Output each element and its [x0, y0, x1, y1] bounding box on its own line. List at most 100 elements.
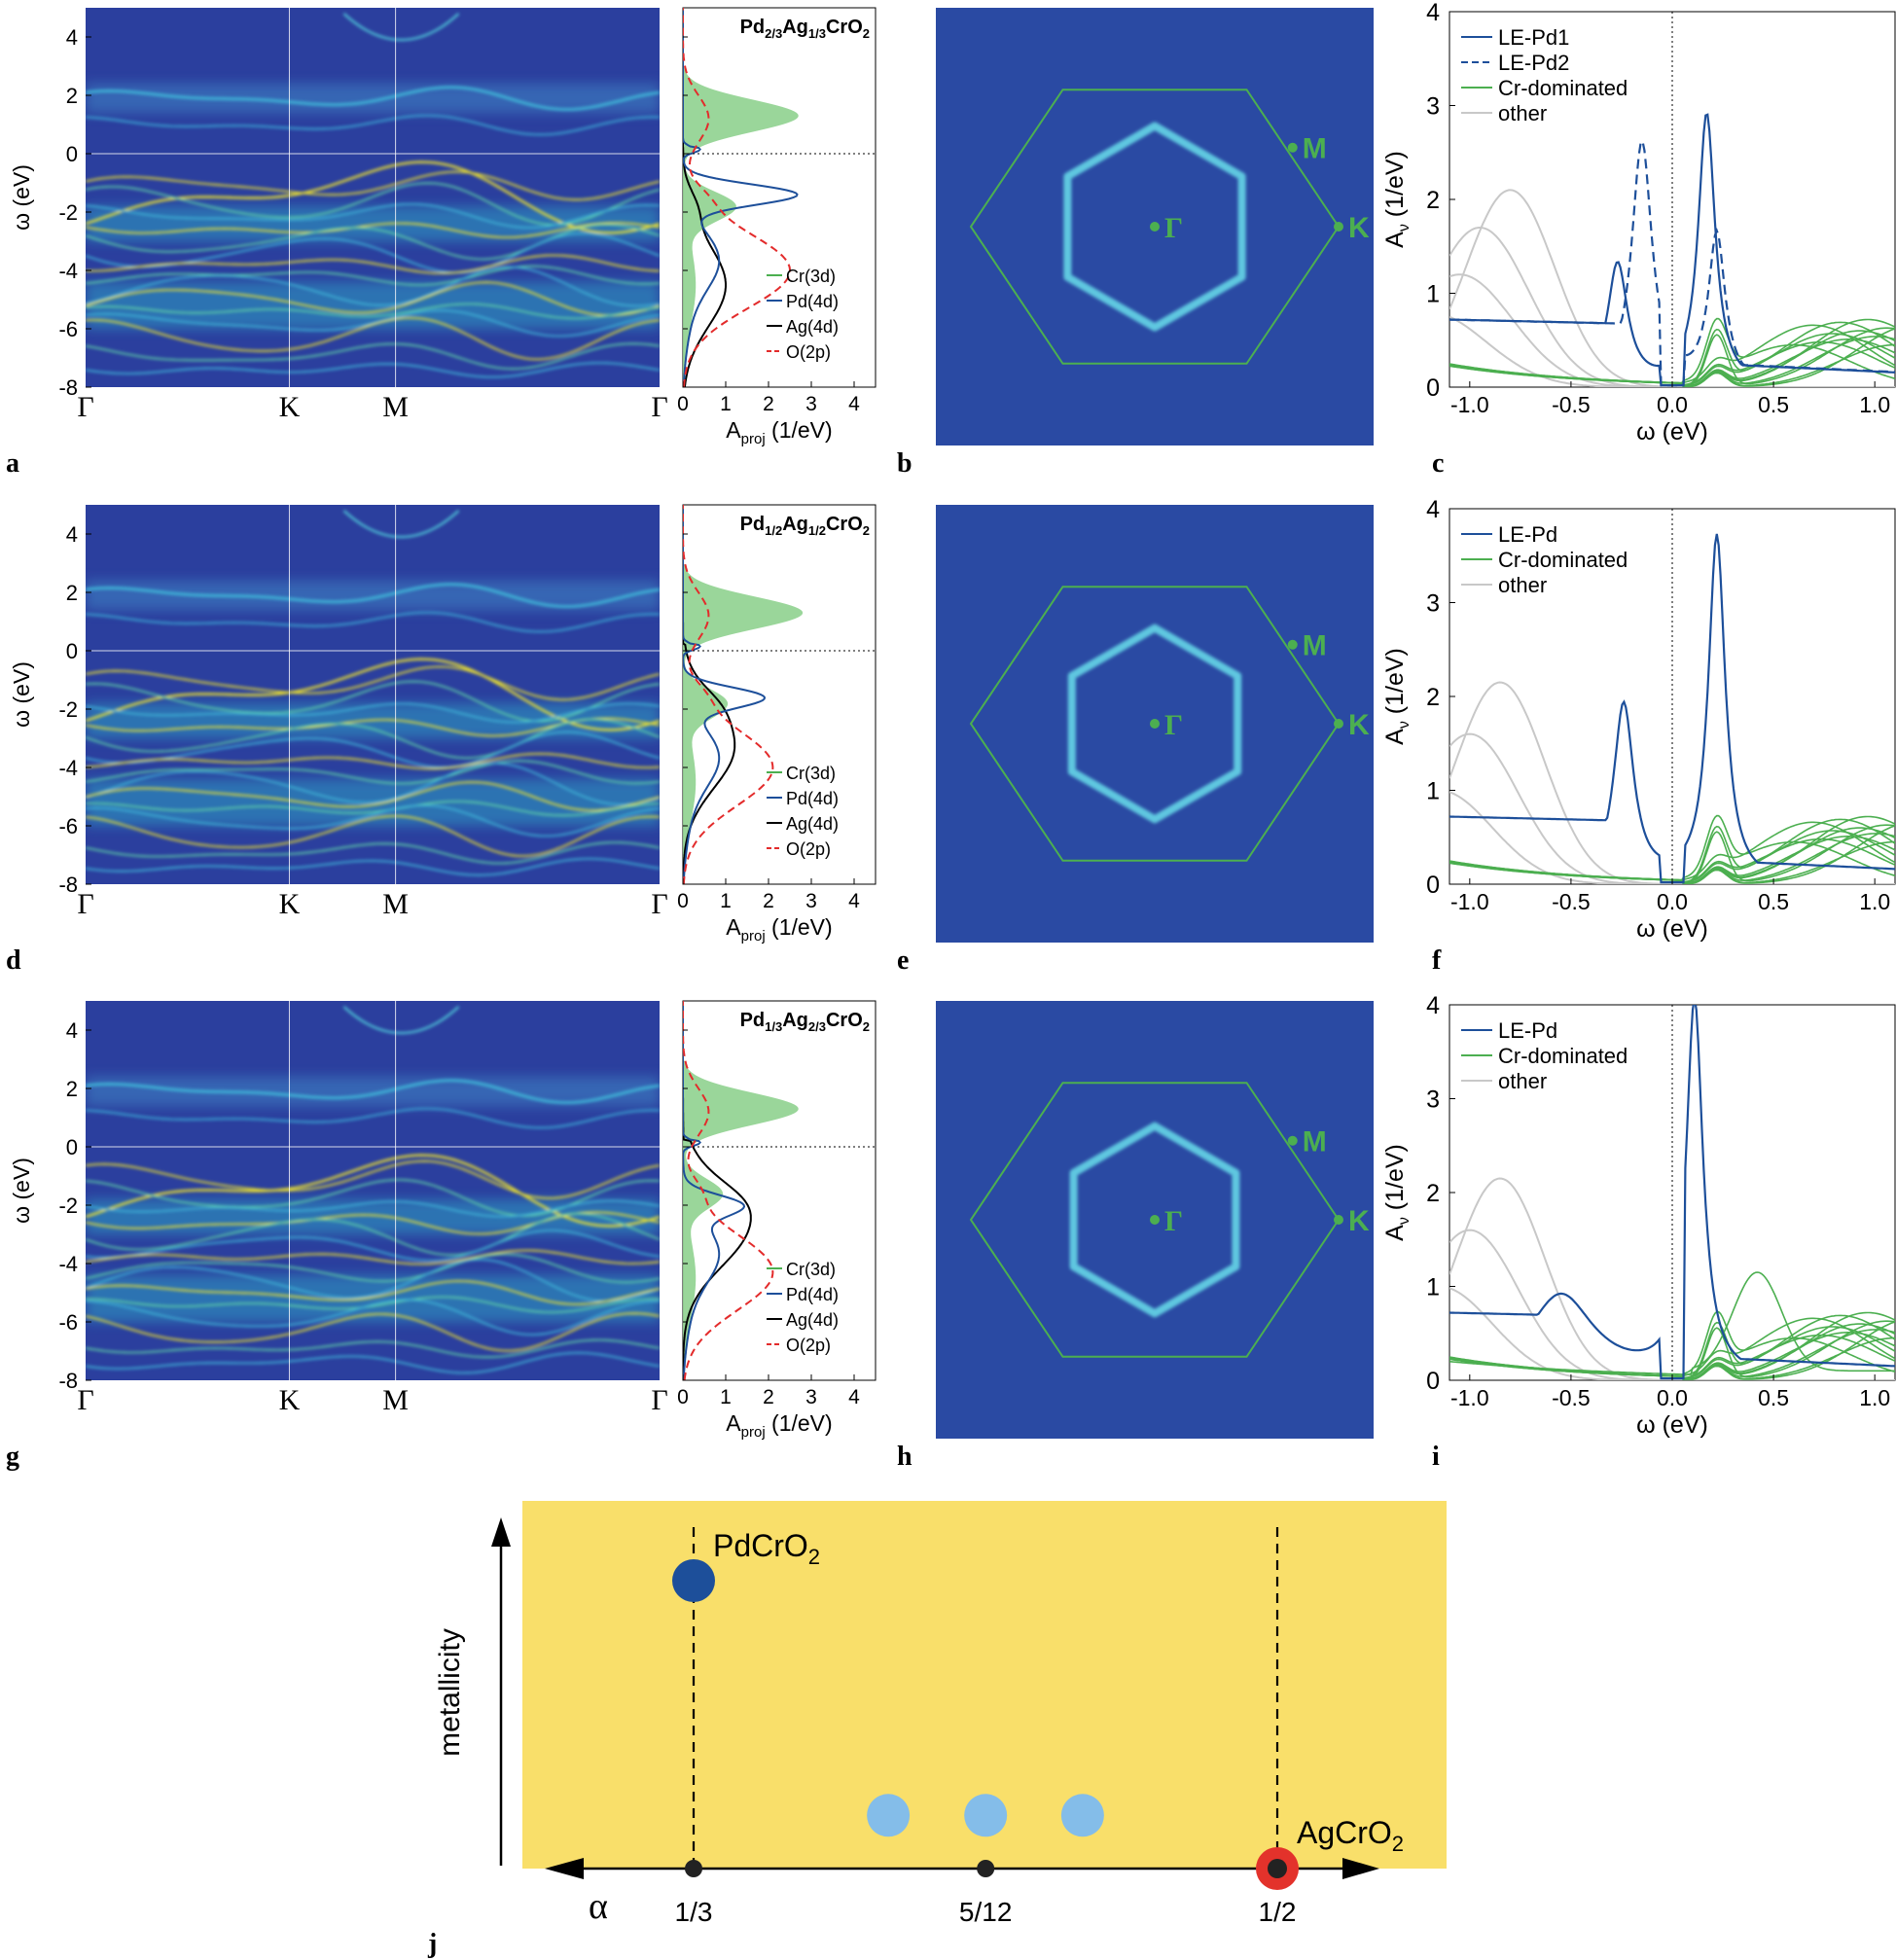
fermi-contour	[1069, 1122, 1240, 1318]
y-tick-label: 4	[1426, 0, 1440, 26]
point-PdCrO2	[672, 1559, 715, 1602]
y-tick-label: 3	[1426, 590, 1440, 618]
dos-curves	[683, 8, 799, 387]
band-line	[86, 1211, 660, 1235]
band-line	[86, 1253, 660, 1284]
title-part: Ag	[782, 514, 808, 535]
y-tick-label: -2	[58, 697, 78, 722]
band-line	[86, 804, 660, 837]
title-sub: 2	[863, 26, 870, 41]
ylabel-main: A	[1381, 232, 1409, 248]
x-axis-label: ω (eV)	[1636, 915, 1708, 943]
dos-title: Pd1/3Ag2/3CrO2	[740, 1010, 870, 1034]
title-part: Pd	[740, 17, 766, 38]
legend-label: Pd(4d)	[786, 1285, 839, 1304]
band-line	[86, 182, 660, 227]
band-line	[86, 222, 660, 238]
x-axis-label: Aproj (1/eV)	[726, 417, 832, 447]
xlabel-sub: proj	[741, 431, 766, 447]
y-axis-label: Aν (1/eV)	[1381, 648, 1413, 745]
title-part: CrO	[826, 17, 863, 38]
title-part: Pd	[740, 1010, 766, 1031]
x-axis-arrowhead-left	[545, 1858, 584, 1879]
band-line	[86, 303, 660, 320]
alpha-tick-label: 1/3	[675, 1897, 713, 1927]
x-tick-label: 3	[805, 890, 817, 912]
other-curve	[1449, 791, 1895, 884]
y-tick-label: 1	[1426, 778, 1440, 805]
title-sub: 2/3	[808, 1019, 826, 1034]
x-tick-label: 3	[805, 393, 817, 415]
band-background	[86, 505, 660, 884]
band-glow	[86, 1006, 660, 1374]
band-background	[86, 1001, 660, 1380]
title-part: Ag	[782, 17, 808, 38]
xlabel-main: A	[726, 1410, 741, 1436]
x-axis-label: ω (eV)	[1636, 418, 1708, 445]
fs-contours	[1069, 1122, 1240, 1318]
legend-label: Cr(3d)	[786, 1260, 836, 1279]
band-lines	[86, 510, 660, 876]
agcro2-label: AgCrO2	[1297, 1815, 1404, 1856]
bz-label-m: M	[1303, 133, 1327, 165]
x-tick-label: -1.0	[1450, 392, 1489, 417]
band-line	[86, 658, 660, 731]
legend-label: Cr(3d)	[786, 267, 836, 286]
xlabel-unit: (1/eV)	[766, 914, 833, 940]
ylabel-main: A	[1381, 729, 1409, 745]
x-tick-label: 1.0	[1859, 392, 1890, 417]
xlabel-sub: proj	[741, 1424, 766, 1441]
y-axis-label: ω (eV)	[9, 1158, 34, 1224]
x-tick-label: -0.5	[1552, 889, 1591, 914]
cr3d-fill	[683, 1001, 799, 1380]
band-line	[86, 203, 660, 229]
x-tick-label: 0.0	[1657, 1385, 1688, 1410]
y-tick-label: 0	[1426, 872, 1440, 899]
band-line	[86, 1296, 660, 1313]
x-tick-label: 0	[677, 1386, 689, 1408]
k-point-label: M	[382, 391, 409, 423]
panel-letter: j	[427, 1929, 437, 1959]
brillouin-zone	[969, 586, 1341, 862]
x-tick-label: 1	[720, 393, 732, 415]
fermi-contour	[1063, 122, 1246, 332]
y-tick-label: -6	[58, 317, 78, 341]
alpha-tick-label: 5/12	[959, 1897, 1013, 1927]
bz-label-k: K	[1348, 212, 1370, 244]
y-tick-label: 4	[66, 522, 78, 547]
pd4d-line	[683, 1001, 746, 1380]
band-line	[86, 1079, 660, 1104]
dos-title: Pd2/3Ag1/3CrO2	[740, 17, 870, 41]
band-line	[86, 362, 660, 378]
band-line	[86, 815, 660, 857]
panel-letter: d	[6, 945, 21, 976]
x-tick-label: 4	[848, 393, 860, 415]
y-tick-label: 0	[1426, 374, 1440, 402]
band-line	[86, 170, 660, 201]
y-tick-label: 0	[1426, 1368, 1440, 1395]
title-part: Pd	[740, 514, 766, 535]
band-panel-d: 4 2 0 -2 -4 -6 -8 ω (eV) Γ K M Γ	[9, 505, 668, 920]
ylabel-main: A	[1381, 1225, 1409, 1241]
x-tick-label: 0.0	[1657, 392, 1688, 417]
y-tick-label: -2	[58, 1194, 78, 1218]
band-line	[86, 1107, 660, 1129]
band-line	[86, 858, 660, 876]
band-line-upper	[342, 13, 460, 42]
k-point-label: Γ	[77, 391, 93, 423]
y-axis-label: Aν (1/eV)	[1381, 1144, 1413, 1241]
other-curve	[1449, 273, 1895, 387]
panel-letter: g	[6, 1442, 19, 1472]
panel-letter: a	[6, 448, 19, 479]
band-line	[86, 583, 660, 608]
x-axis-label: Aproj (1/eV)	[726, 914, 832, 944]
x-axis-label: ω (eV)	[1636, 1411, 1708, 1439]
bz-point-m	[1287, 1135, 1298, 1146]
ylabel-sub: ν	[1396, 1217, 1413, 1225]
title-sub: 1/2	[765, 523, 782, 538]
y-tick-label: 2	[1426, 187, 1440, 214]
ag4d-line	[683, 505, 736, 884]
band-lines	[86, 1006, 660, 1374]
